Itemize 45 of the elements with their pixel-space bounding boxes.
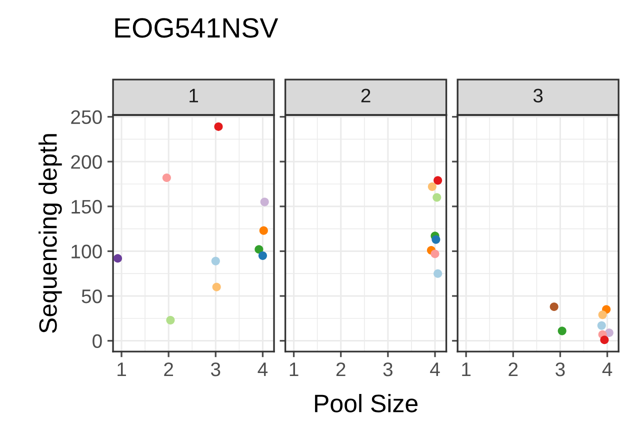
chart-subtitle: 3 (533, 88, 543, 102)
x-axis-title: Pool Size (315, 394, 418, 412)
x-tick-label: 4 (602, 362, 612, 376)
x-tick-label: 3 (210, 362, 220, 376)
x-tick-label: 1 (290, 362, 298, 376)
point (113, 254, 122, 263)
point (432, 193, 442, 202)
x-tick-label: 1 (118, 362, 126, 376)
point (254, 245, 264, 254)
x-tick-label: 2 (508, 362, 518, 376)
chart-title: EOG541NSV (115, 18, 278, 38)
point (428, 182, 436, 191)
y-axis-title: Sequencing depth (38, 134, 62, 333)
x-tick-label: 1 (462, 362, 471, 376)
x-tick-label: 2 (164, 362, 174, 376)
point (432, 235, 440, 244)
point (259, 226, 268, 235)
point (211, 256, 220, 266)
point (600, 336, 609, 344)
chart-subtitle: 2 (361, 88, 370, 102)
x-tick-label: 2 (336, 362, 346, 376)
x-tick-label: 3 (556, 362, 565, 376)
x-tick-label: 4 (430, 362, 440, 376)
y-tick-label: 50 (82, 289, 102, 304)
y-tick-label: 150 (72, 200, 102, 214)
point (550, 302, 558, 312)
point (434, 176, 442, 185)
point (434, 269, 442, 278)
point (258, 251, 267, 260)
point (166, 316, 175, 324)
x-tick-label: 4 (258, 362, 268, 376)
y-tick-label: 250 (71, 110, 102, 124)
point (558, 326, 566, 336)
point (212, 282, 221, 292)
y-tick-label: 0 (92, 334, 102, 348)
point (162, 173, 171, 182)
x-tick-label: 3 (383, 362, 392, 376)
chart-subtitle: 1 (190, 88, 198, 102)
point (598, 310, 607, 320)
point (260, 198, 269, 206)
point (214, 122, 223, 131)
point (597, 321, 606, 330)
y-tick-label: 100 (72, 244, 102, 258)
point (430, 250, 440, 258)
y-tick-label: 200 (71, 155, 102, 169)
